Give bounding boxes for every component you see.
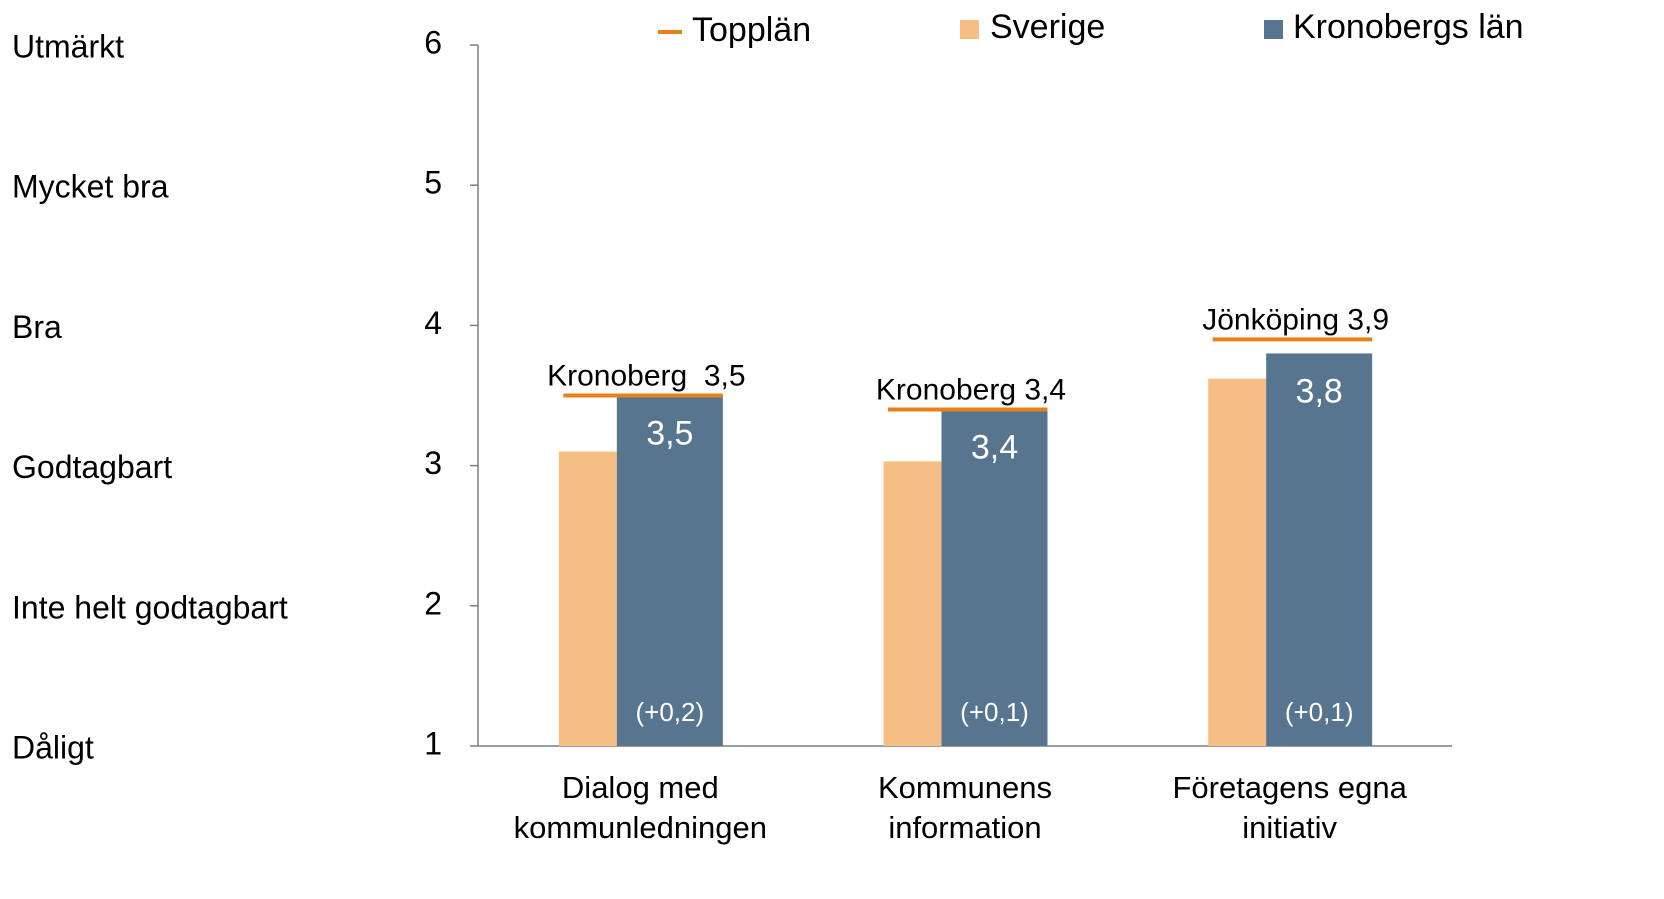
y-tick-label: 2 [424,585,442,621]
rating-label: Utmärkt [12,28,124,64]
y-tick-label: 5 [424,165,442,201]
bar [1208,378,1267,746]
top-label: Kronoberg 3,4 [876,373,1066,406]
legend-marker [960,20,979,39]
y-tick-label: 1 [424,725,442,761]
rating-label: Dåligt [12,729,94,765]
rating-label: Bra [12,309,62,345]
top-label: Jönköping 3,9 [1202,303,1389,336]
x-tick-label: Kommunens information [878,770,1052,845]
y-tick-label: 6 [424,24,442,60]
rating-label: Inte helt godtagbart [12,589,288,625]
bar [1266,353,1373,746]
bar [558,451,617,746]
bar [883,461,942,746]
legend-label: Topplän [692,11,811,49]
y-tick-label: 3 [424,445,442,481]
legend-marker [1264,20,1283,39]
bar [616,395,723,746]
change-label: (+0,2) [636,697,705,727]
y-tick-label: 4 [424,305,442,341]
legend-label: Sverige [990,8,1105,46]
value-label: 3,8 [1296,372,1343,410]
change-label: (+0,1) [1285,697,1354,727]
change-label: (+0,1) [960,697,1029,727]
value-label: 3,5 [646,414,693,452]
x-tick-label: Företagens egna initiativ [1172,770,1407,845]
bar [941,409,1048,746]
value-label: 3,4 [971,429,1018,467]
x-tick-label: Dialog med kommunledningen [514,770,767,845]
rating-label: Mycket bra [12,169,169,205]
top-label: Kronoberg 3,5 [547,359,745,392]
rating-label: Godtagbart [12,449,172,485]
legend-label: Kronobergs län [1293,8,1524,46]
